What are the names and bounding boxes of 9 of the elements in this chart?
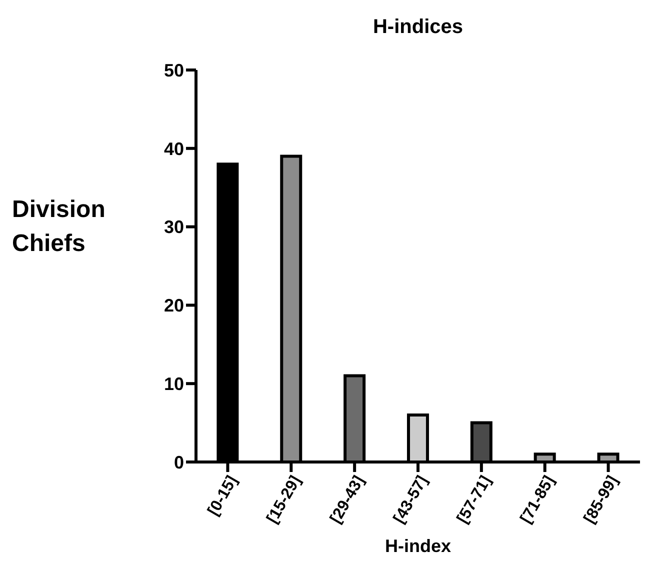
chart-title: H-indices [372, 16, 464, 39]
y-tick-label: 30 [164, 217, 184, 238]
y-axis-title: Division Chiefs [12, 195, 106, 259]
y-tick-label: 10 [164, 374, 184, 394]
y-tick-label: 40 [164, 138, 184, 159]
y-tick-label: 50 [164, 60, 184, 80]
y-tick-label: 20 [164, 296, 184, 316]
y-tick-label: 0 [174, 452, 184, 472]
x-axis-title: H-index [384, 536, 452, 557]
